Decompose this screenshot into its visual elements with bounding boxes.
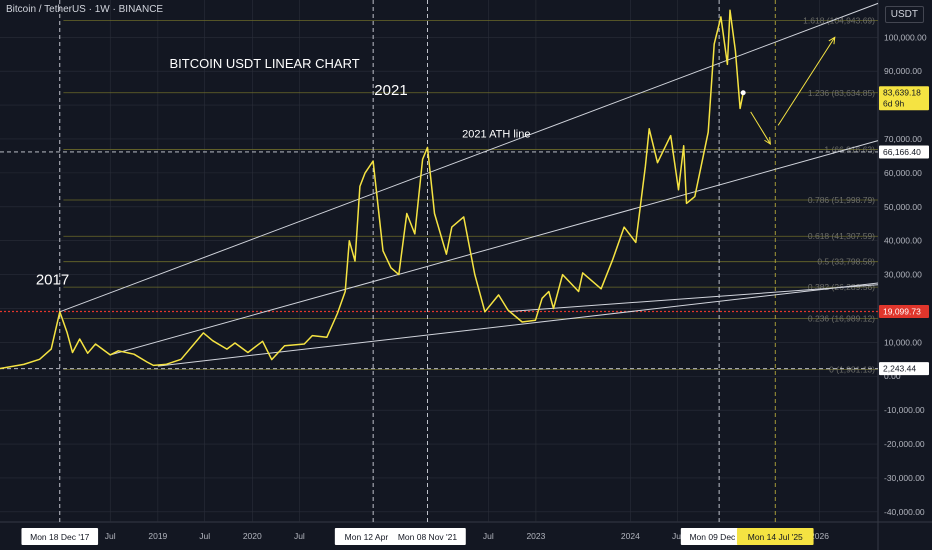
annotation-label: 2021 ATH line [462, 128, 530, 140]
x-tick-label: Jul [294, 531, 305, 541]
price-label-box [879, 362, 929, 376]
trend-line [110, 140, 879, 356]
y-tick-label: -30,000.00 [884, 473, 925, 483]
trend-lines[interactable] [59, 2, 879, 367]
fib-level-label: 0 (1,981.13) [829, 365, 875, 375]
price-label: 83,639.18 [883, 88, 921, 98]
y-tick-label: 60,000.00 [884, 168, 922, 178]
x-tick-label: 2019 [148, 531, 167, 541]
price-label: 19,099.73 [883, 307, 921, 317]
price-label-box [879, 145, 929, 159]
date-label-box [736, 528, 814, 545]
projection-arrow-head [828, 36, 836, 45]
annotation-label: 2021 [374, 82, 407, 99]
x-tick-label: 2020 [243, 531, 262, 541]
date-label: Mon 12 Apr '21 [345, 532, 402, 542]
y-tick-label: 40,000.00 [884, 236, 922, 246]
x-tick-label: Jul [672, 531, 683, 541]
fib-level-label: 0.786 (51,998.79) [808, 195, 875, 205]
date-label: Mon 09 Dec '24 [689, 532, 749, 542]
x-tick-label: 2023 [526, 531, 545, 541]
trend-line [59, 2, 879, 313]
y-tick-label: 90,000.00 [884, 66, 922, 76]
projection-arrow-line [777, 37, 836, 126]
y-tick-label: 100,000.00 [884, 32, 927, 42]
date-label: Mon 18 Dec '17 [30, 532, 90, 542]
price-line [0, 9, 744, 370]
x-tick-label: 2026 [810, 531, 829, 541]
y-tick-label: -40,000.00 [884, 507, 925, 517]
fib-level-label: 1.236 (83,634.85) [808, 88, 875, 98]
price-label-box [879, 86, 929, 111]
x-tick-label: Jul [199, 531, 210, 541]
x-tick-label: 2024 [621, 531, 640, 541]
date-label: Mon 08 Nov '21 [398, 532, 458, 542]
x-tick-label: Jul [483, 531, 494, 541]
x-tick-label: Jul [105, 531, 116, 541]
currency-button[interactable]: USDT [884, 6, 924, 23]
fib-retracement[interactable]: 1.618 (104,943.69) 1.236 (83,634.85) 1 (66… [0, 16, 878, 375]
y-tick-label: -10,000.00 [884, 405, 925, 415]
projection-arrow-line [750, 111, 771, 145]
fib-level-label: 0.618 (41,307.59) [808, 231, 875, 241]
projection-arrow-head [764, 137, 771, 146]
date-label-box [389, 528, 466, 545]
price-label: 2,243.44 [883, 364, 916, 374]
projection-arrows[interactable] [750, 36, 836, 146]
price-label: 66,166.40 [883, 147, 921, 157]
y-tick-label: 70,000.00 [884, 134, 922, 144]
vertical-guides [59, 0, 776, 522]
y-tick-label: 50,000.00 [884, 202, 922, 212]
x-axis[interactable]: Jul 2019 Jul 2020 Jul Jul 2023 2024 Jul 2026 Mon 1… [21, 528, 829, 545]
y-tick-label: -20,000.00 [884, 439, 925, 449]
last-price-dot [740, 90, 746, 96]
price-label-countdown: 6d 9h [883, 99, 905, 109]
fib-level-label: 1.618 (104,943.69) [803, 16, 875, 26]
date-label: Mon 14 Jul '25 [748, 532, 803, 542]
fib-level-label: 0.236 (16,989.12) [808, 314, 875, 324]
price-series [0, 9, 746, 370]
trend-line [157, 282, 879, 367]
y-tick-label: 0.00 [884, 371, 901, 381]
y-tick-label: 30,000.00 [884, 270, 922, 280]
symbol-header[interactable]: Bitcoin / TetherUS · 1W · BINANCE [6, 4, 164, 15]
fib-level-label: 0.5 (33,798.58) [817, 257, 875, 267]
trend-line [509, 284, 879, 313]
annotations: BITCOIN USDT LINEAR CHART 2017 2021 2021 AT… [36, 56, 531, 289]
y-tick-label: 10,000.00 [884, 337, 922, 347]
price-label-box [879, 305, 929, 319]
chart-title: BITCOIN USDT LINEAR CHART [169, 56, 359, 71]
annotation-label: 2017 [36, 272, 69, 289]
date-label-box [21, 528, 99, 545]
fib-level-label: 1 (66,916.63) [824, 144, 875, 154]
